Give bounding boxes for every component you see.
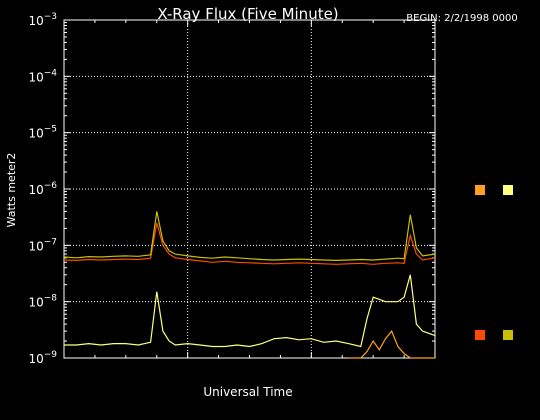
begin-date-label: BEGIN: 2/2/1998 0000 xyxy=(406,13,517,24)
y-tick-base: 10 xyxy=(28,127,43,141)
y-tick-exponent: −4 xyxy=(44,68,58,78)
legend-swatch xyxy=(503,185,513,195)
y-tick-label: 10−3 xyxy=(28,12,57,28)
x-axis-label: Universal Time xyxy=(203,385,292,399)
y-tick-base: 10 xyxy=(28,183,43,197)
plot-area: 10−910−810−710−610−510−410−3 xyxy=(28,12,513,366)
legend-swatch xyxy=(503,330,513,340)
legend-swatch xyxy=(475,330,485,340)
series-line-1 xyxy=(63,222,436,265)
y-tick-label: 10−5 xyxy=(28,125,57,141)
y-tick-label: 10−4 xyxy=(28,68,57,84)
y-tick-exponent: −7 xyxy=(44,237,57,247)
y-tick-label: 10−6 xyxy=(28,181,57,197)
y-tick-exponent: −9 xyxy=(44,350,58,360)
y-tick-label: 10−9 xyxy=(28,350,57,366)
series-line-2 xyxy=(348,329,435,359)
series-line-3 xyxy=(63,211,436,262)
y-tick-exponent: −5 xyxy=(44,125,57,135)
y-tick-label: 10−8 xyxy=(28,294,57,310)
y-tick-exponent: −8 xyxy=(44,294,58,304)
chart-title: X-Ray Flux (Five Minute) xyxy=(157,5,338,23)
y-tick-exponent: −3 xyxy=(44,12,57,22)
y-tick-base: 10 xyxy=(28,70,43,84)
legend-swatch xyxy=(475,185,485,195)
y-tick-base: 10 xyxy=(28,352,43,366)
y-tick-base: 10 xyxy=(28,296,43,310)
y-tick-base: 10 xyxy=(28,14,43,28)
y-tick-label: 10−7 xyxy=(28,237,57,253)
y-axis-label: Watts meter2 xyxy=(5,153,18,228)
y-tick-exponent: −6 xyxy=(44,181,58,191)
series-line-4 xyxy=(64,274,436,348)
y-tick-base: 10 xyxy=(28,239,43,253)
